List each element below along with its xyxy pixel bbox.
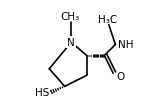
Text: O: O <box>116 72 125 82</box>
Text: CH₃: CH₃ <box>61 12 80 22</box>
Text: NH: NH <box>118 40 133 50</box>
Text: H₃C: H₃C <box>98 14 117 24</box>
Text: HS: HS <box>35 87 49 97</box>
Text: N: N <box>67 38 75 48</box>
